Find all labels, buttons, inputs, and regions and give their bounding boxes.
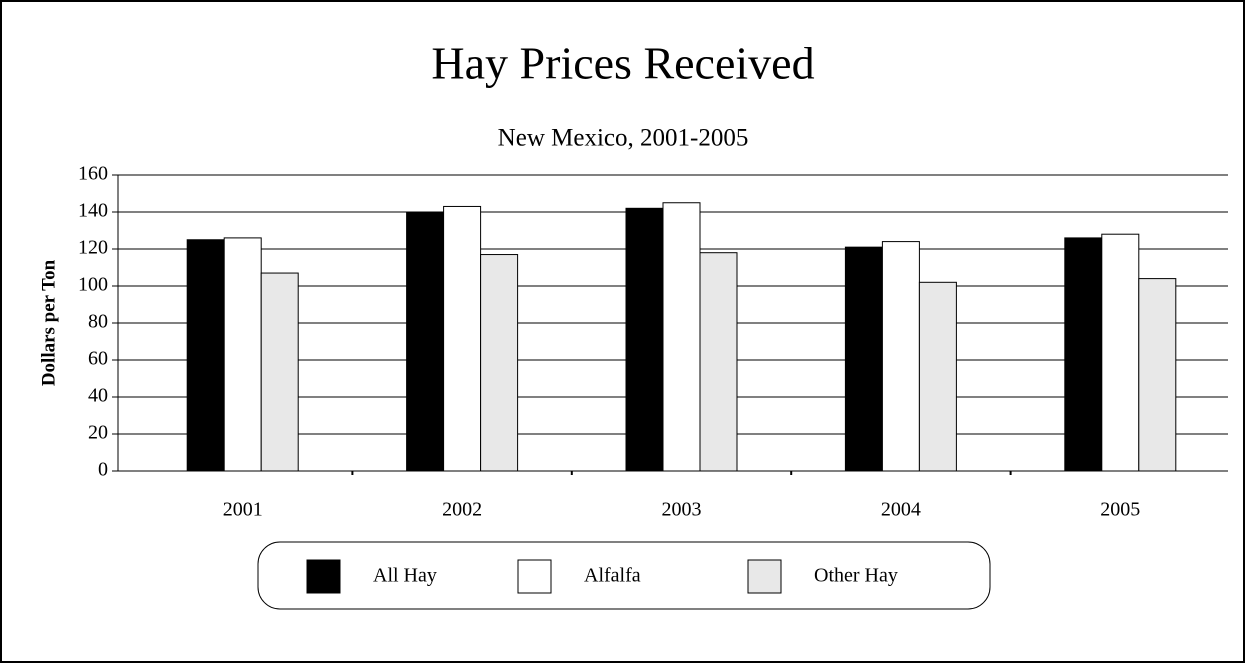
y-tick-label: 160	[78, 163, 108, 185]
y-tick-label: 20	[88, 422, 108, 444]
y-tick-label: 100	[78, 274, 108, 296]
y-tick-label: 60	[88, 348, 108, 370]
y-tick-label: 120	[78, 237, 108, 259]
bar	[1064, 237, 1103, 472]
legend-box	[257, 541, 991, 610]
bar	[480, 254, 519, 472]
bar	[443, 205, 482, 472]
legend-label: Alfalfa	[584, 565, 641, 587]
bar	[406, 211, 445, 472]
x-tick-label: 2003	[662, 499, 702, 521]
y-tick-label: 40	[88, 385, 108, 407]
legend-swatch	[306, 559, 341, 594]
bar	[1101, 233, 1140, 472]
y-tick-label: 80	[88, 311, 108, 333]
bar	[1138, 278, 1177, 472]
bar	[662, 202, 701, 472]
bar	[844, 246, 883, 472]
bar	[699, 252, 738, 472]
chart-subtitle: New Mexico, 2001-2005	[498, 125, 749, 152]
x-tick-label: 2004	[881, 499, 921, 521]
legend-label: All Hay	[373, 565, 437, 587]
x-tick-label: 2005	[1100, 499, 1140, 521]
y-tick-label: 140	[78, 200, 108, 222]
bar	[223, 237, 262, 472]
bar	[918, 281, 957, 472]
legend-label: Other Hay	[814, 565, 898, 587]
legend-swatch	[517, 559, 552, 594]
x-tick-label: 2001	[223, 499, 263, 521]
bar	[625, 207, 664, 472]
y-axis-label: Dollars per Ton	[38, 259, 59, 386]
chart-title: Hay Prices Received	[431, 38, 814, 89]
bar	[881, 241, 920, 472]
bar	[186, 239, 225, 472]
x-tick-label: 2002	[442, 499, 482, 521]
y-tick-label: 0	[98, 459, 108, 481]
legend-swatch	[747, 559, 782, 594]
bar	[260, 272, 299, 472]
